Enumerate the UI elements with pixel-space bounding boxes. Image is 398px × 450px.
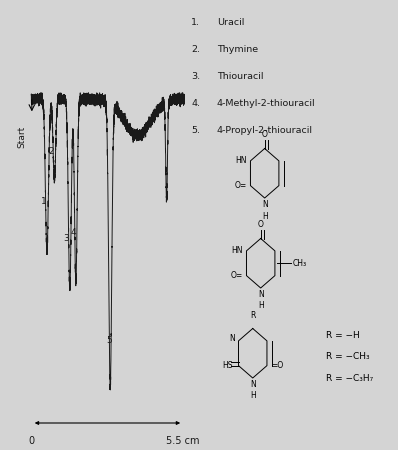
Text: R = −C₃H₇: R = −C₃H₇ bbox=[326, 374, 374, 383]
Text: R = −H: R = −H bbox=[326, 331, 360, 340]
Text: 2.: 2. bbox=[191, 45, 200, 54]
Text: 5.5 cm: 5.5 cm bbox=[166, 436, 200, 446]
Text: Thiouracil: Thiouracil bbox=[217, 72, 263, 81]
Text: 0: 0 bbox=[29, 436, 35, 446]
Text: O=: O= bbox=[234, 181, 246, 190]
Text: 3: 3 bbox=[63, 234, 69, 243]
Text: R: R bbox=[250, 311, 256, 320]
Text: H: H bbox=[258, 302, 263, 310]
Text: 2: 2 bbox=[48, 147, 54, 156]
Text: 4-Methyl-2-thiouracil: 4-Methyl-2-thiouracil bbox=[217, 99, 316, 108]
Text: 5: 5 bbox=[106, 336, 112, 345]
Text: Uracil: Uracil bbox=[217, 18, 244, 27]
Text: Start: Start bbox=[18, 126, 26, 148]
Text: 1: 1 bbox=[41, 197, 47, 206]
Text: O: O bbox=[258, 220, 263, 229]
Text: 4-Propyl-2-thiouracil: 4-Propyl-2-thiouracil bbox=[217, 126, 313, 135]
Text: 3.: 3. bbox=[191, 72, 200, 81]
Text: R = −CH₃: R = −CH₃ bbox=[326, 352, 370, 361]
Text: Thymine: Thymine bbox=[217, 45, 258, 54]
Text: CH₃: CH₃ bbox=[293, 259, 307, 268]
Text: H: H bbox=[250, 392, 256, 400]
Text: N: N bbox=[250, 380, 256, 389]
Text: O=: O= bbox=[230, 271, 242, 280]
Text: 4: 4 bbox=[71, 228, 76, 237]
Text: HN: HN bbox=[235, 157, 246, 166]
Text: H: H bbox=[262, 212, 267, 220]
Text: N: N bbox=[262, 200, 267, 209]
Text: N: N bbox=[258, 290, 263, 299]
Text: 1.: 1. bbox=[191, 18, 200, 27]
Text: 5.: 5. bbox=[191, 126, 200, 135]
Text: HS: HS bbox=[222, 361, 232, 370]
Text: 4.: 4. bbox=[191, 99, 200, 108]
Text: =O: =O bbox=[271, 361, 283, 370]
Text: O: O bbox=[262, 130, 267, 139]
Text: HN: HN bbox=[231, 247, 242, 256]
Text: N: N bbox=[230, 334, 235, 343]
